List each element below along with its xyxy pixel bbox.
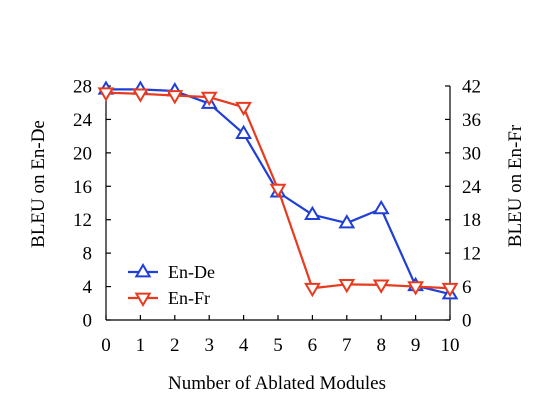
data-point-en-fr <box>372 279 390 294</box>
x-tick-label: 6 <box>308 335 318 356</box>
data-point-en-fr <box>166 90 184 105</box>
y-right-tick-label: 18 <box>462 210 481 231</box>
x-axis-label: Number of Ablated Modules <box>168 373 386 394</box>
legend-item-en-de: En-De <box>128 262 215 282</box>
data-point-en-fr <box>235 101 252 117</box>
data-point-en-fr <box>97 87 115 102</box>
legend-marker-en-de <box>134 263 152 278</box>
series-en-fr <box>97 87 459 298</box>
data-point-en-fr <box>132 88 149 103</box>
y-left-tick-label: 12 <box>73 210 92 231</box>
x-tick-label: 1 <box>136 335 146 356</box>
x-tick-label: 2 <box>170 335 180 356</box>
data-point-en-fr <box>441 282 459 298</box>
data-point-en-de <box>235 124 252 139</box>
y-left-tick-label: 8 <box>83 244 93 265</box>
y-left-tick-label: 16 <box>73 177 92 198</box>
x-tick-label: 8 <box>376 335 386 356</box>
y-axis-right-label: BLEU on En-Fr <box>505 124 526 247</box>
y-left-tick-label: 24 <box>73 110 93 131</box>
y-axis-left-label: BLEU on En-De <box>28 120 49 248</box>
y-right-tick-label: 36 <box>462 110 481 131</box>
legend-item-en-fr: En-Fr <box>128 288 210 308</box>
y-left-tick-label: 20 <box>73 143 92 164</box>
y-right-tick-label: 12 <box>462 244 481 265</box>
data-point-en-de <box>338 214 356 229</box>
data-point-en-fr <box>304 282 321 298</box>
data-point-en-fr <box>407 281 424 296</box>
legend-marker-en-fr <box>134 292 152 307</box>
y-right-tick-label: 6 <box>462 277 472 298</box>
x-tick-label: 0 <box>101 335 111 356</box>
data-point-en-fr <box>338 279 356 294</box>
legend: En-De En-Fr <box>128 262 215 308</box>
x-tick-label: 4 <box>239 335 249 356</box>
data-point-en-fr <box>269 183 287 199</box>
legend-label-en-de: En-De <box>168 262 215 282</box>
data-point-en-fr <box>200 91 218 107</box>
x-tick-label: 7 <box>342 335 352 356</box>
legend-label-en-fr: En-Fr <box>168 288 210 308</box>
x-tick-label: 9 <box>411 335 421 356</box>
y-right-tick-label: 30 <box>462 143 481 164</box>
data-point-en-de <box>304 205 321 221</box>
data-point-en-de <box>372 199 390 215</box>
x-tick-label: 5 <box>273 335 283 356</box>
y-right-tick-label: 24 <box>462 177 482 198</box>
x-tick-label: 3 <box>204 335 214 356</box>
x-tick-label: 10 <box>441 335 460 356</box>
y-right-tick-label: 0 <box>462 311 472 332</box>
y-right-tick-label: 42 <box>462 77 481 98</box>
y-left-tick-label: 28 <box>73 77 92 98</box>
y-left-tick-label: 0 <box>83 311 93 332</box>
y-left-tick-label: 4 <box>83 277 93 298</box>
series-layer <box>97 80 459 300</box>
